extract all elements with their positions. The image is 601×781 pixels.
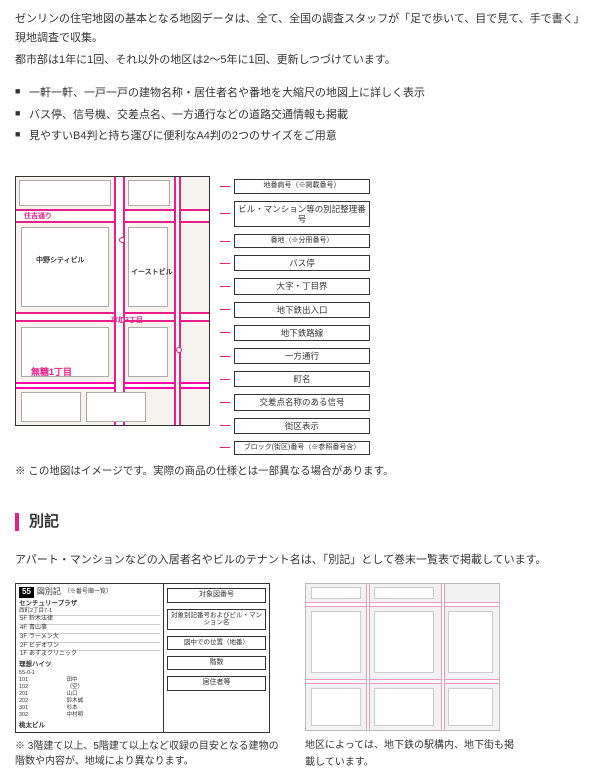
legend-item: 交差点名称のある信号 (234, 394, 370, 410)
bessatsu-col: 55 図別記 （※番号順一覧） センチュリープラザ 西町2丁目7-1 5F鈴木法… (15, 583, 280, 769)
unit-addr: 西町2丁目7-1 (19, 608, 160, 615)
br-label: 対象図番号 (167, 588, 266, 602)
map-bldg2-label: イーストビル (131, 267, 173, 279)
legend-item: 地下鉄出入口 (234, 302, 370, 318)
legend-item: ビル・マンション等の別記整理番号 (234, 201, 370, 227)
bessatsu-fig-num: 55 (19, 587, 34, 597)
legend-item: 地下鉄路線 (234, 325, 370, 341)
bessatsu-left: 55 図別記 （※番号順一覧） センチュリープラザ 西町2丁目7-1 5F鈴木法… (16, 584, 164, 732)
section-intro: アパート・マンションなどの入居者名やビルのテナント名は、「別記」として巻末一覧表… (15, 551, 586, 570)
br-label: 居住者等 (167, 676, 266, 690)
intro-line-2: 都市部は1年に1回、それ以外の地区は2～5年に1回、更新しつづけています。 (15, 51, 586, 70)
bessatsu-right: 対象図番号 対象別記番号およびビル・マンション名 図中での位置（地番） 階数 居… (164, 584, 269, 732)
map-road-label: 住吉通り (24, 211, 52, 223)
legend-item: 番地（※分冊番号） (234, 234, 370, 248)
unit-name: 理想ハイツ (19, 661, 160, 669)
feature-item: 一軒一軒、一戸一戸の建物名称・居住者名や番地を大縮尺の地図上に詳しく表示 (15, 84, 586, 103)
map-legend: 地番肩号（※掲載番号） ビル・マンション等の別記整理番号 番地（※分冊番号） バ… (220, 176, 370, 455)
feature-item: 見やすいB4判と持ち運びに便利なA4判の2つのサイズをご用意 (15, 127, 586, 146)
legend-item: 街区表示 (234, 418, 370, 434)
map-note: ※ この地図はイメージです。実際の商品の仕様とは一部異なる場合があります。 (15, 463, 586, 481)
legend-item: ブロック(街区)番号（※参照番号含） (234, 441, 370, 455)
section-heading: 別記 (15, 509, 586, 535)
bessatsu-table: 55 図別記 （※番号順一覧） センチュリープラザ 西町2丁目7-1 5F鈴木法… (15, 583, 270, 733)
legend-item: 町名 (234, 371, 370, 387)
section-title: 別記 (29, 509, 59, 535)
legend-item: 大字・丁目界 (234, 278, 370, 294)
sample-map: 住吉通り 中野シティビル イーストビル 市川3丁目 無糖1丁目 (15, 176, 210, 426)
legend-item: 地番肩号（※掲載番号） (234, 179, 370, 193)
bessatsu-note: ※ 3階建て以上、5階建て以上など収録の目安となる建物の階数や内容が、地域により… (15, 739, 280, 769)
br-label: 図中での位置（地番） (167, 636, 266, 650)
thumb-col: 地区によっては、地下鉄の駅構内、地下街も掲載しています。 (305, 583, 515, 771)
map-bldg-label: 中野シティビル (36, 255, 85, 267)
intro: ゼンリンの住宅地図の基本となる地図データは、全て、全国の調査スタッフが「足で歩い… (15, 10, 586, 70)
map-cross-label: 市川3丁目 (111, 315, 143, 327)
bessatsu-row: 55 図別記 （※番号順一覧） センチュリープラザ 西町2丁目7-1 5F鈴木法… (15, 583, 586, 771)
map-block: 住吉通り 中野シティビル イーストビル 市川3丁目 無糖1丁目 地番肩号（※掲載… (15, 176, 586, 455)
br-label: 対象別記番号およびビル・マンション名 (167, 609, 266, 631)
legend-item: 一方通行 (234, 348, 370, 364)
unit-name: センチュリープラザ (19, 600, 160, 608)
unit-addr: 55-0-1 (19, 670, 160, 677)
feature-list: 一軒一軒、一戸一戸の建物名称・居住者名や番地を大縮尺の地図上に詳しく表示 バス停… (15, 84, 586, 146)
map-area-label: 無糖1丁目 (31, 365, 72, 380)
bessatsu-title: 図別記 (37, 587, 61, 597)
feature-item: バス停、信号機、交差点名、一方通行などの道路交通情報も掲載 (15, 106, 586, 125)
legend-item: バス停 (234, 255, 370, 271)
bessatsu-sub: （※番号順一覧） (64, 589, 112, 597)
station-thumb (305, 583, 500, 731)
accent-bar (15, 513, 19, 531)
br-label: 階数 (167, 656, 266, 670)
thumb-note: 地区によっては、地下鉄の駅構内、地下街も掲載しています。 (305, 737, 515, 771)
unit-name: 桃太ビル (19, 722, 160, 730)
intro-line-1: ゼンリンの住宅地図の基本となる地図データは、全て、全国の調査スタッフが「足で歩い… (15, 10, 586, 47)
